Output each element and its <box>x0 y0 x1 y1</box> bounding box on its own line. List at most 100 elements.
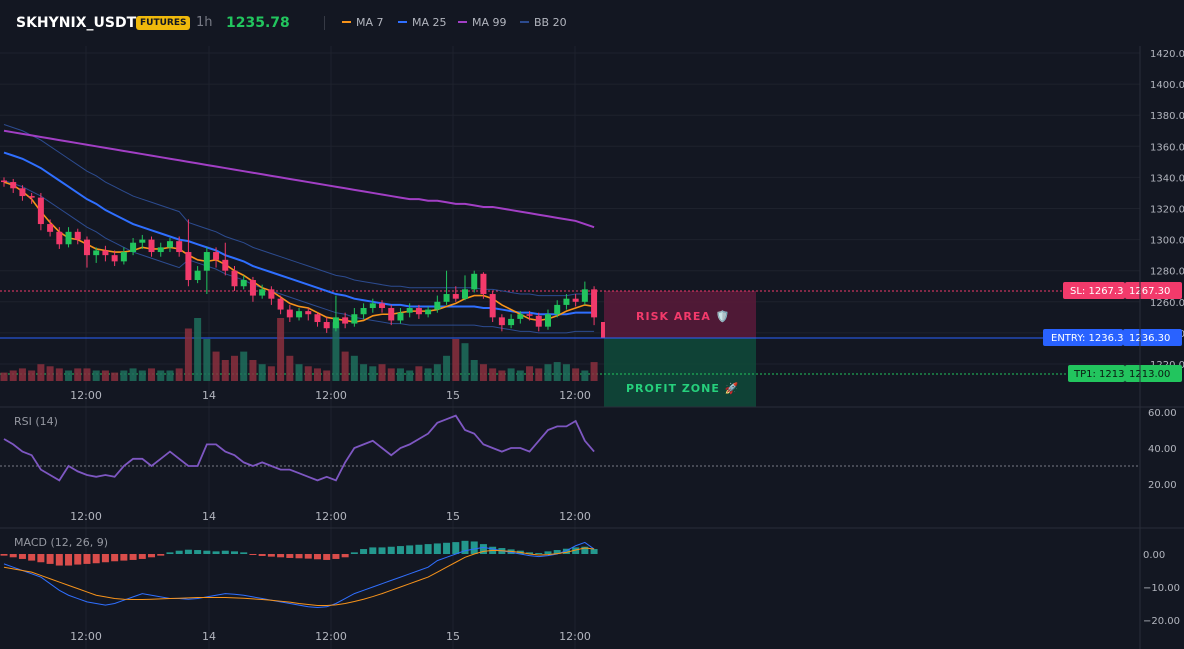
volume-bar <box>231 355 238 381</box>
macd-hist-bar <box>424 544 432 554</box>
macd-hist-bar <box>83 554 91 564</box>
volume-bar <box>37 364 45 381</box>
candle-body <box>277 298 284 310</box>
candle-body <box>526 314 533 316</box>
volume-bar <box>157 370 165 381</box>
candlesticks <box>1 177 598 333</box>
volume-bar <box>406 370 414 381</box>
volume-bar <box>433 364 441 381</box>
candle-body <box>56 231 63 245</box>
volume-bar <box>323 370 331 381</box>
legend-ma25[interactable]: MA 25 <box>398 14 447 32</box>
candle-body <box>434 301 441 310</box>
price-axis[interactable]: 1420.00 1400.00 1380.00 1360.00 1340.00 1320.… <box>1150 49 1184 371</box>
legend-ma7-label: MA 7 <box>356 16 384 29</box>
volume-bar <box>590 362 598 381</box>
macd-hist-bar <box>28 554 36 561</box>
candle-body <box>166 241 173 248</box>
macd-hist-bar <box>387 546 395 554</box>
time-tick-label: 15 <box>446 510 460 523</box>
volume-bar <box>479 364 487 381</box>
macd-hist-bar <box>396 546 404 554</box>
candle-body <box>332 317 339 329</box>
legend-bb20[interactable]: BB 20 <box>520 14 567 32</box>
macd-hist-bar <box>0 554 8 556</box>
candle-body <box>462 289 468 299</box>
macd-hist-bar <box>470 541 478 554</box>
ma25-line <box>3 151 595 316</box>
volume-bar <box>240 351 248 381</box>
profit-zone <box>604 338 756 407</box>
candle-body <box>10 182 17 189</box>
timeframe-selector[interactable]: 1h <box>196 15 213 30</box>
macd-hist-bar <box>360 549 368 554</box>
volume-bar <box>138 370 146 381</box>
time-tick-label: 12:00 <box>315 630 347 643</box>
volume-bar <box>535 368 543 381</box>
volume-bar <box>350 355 358 381</box>
macd-hist-bar <box>18 554 26 559</box>
risk-area-label: RISK AREA 🛡️ <box>636 310 730 323</box>
volume-bar <box>221 360 229 381</box>
candle-body <box>249 280 256 296</box>
candle-body <box>397 312 404 321</box>
tp-tag: TP1: 1213 <box>1073 369 1125 380</box>
candle-body <box>1 180 7 183</box>
candle-body <box>222 259 229 271</box>
ma7-swatch <box>342 21 351 23</box>
legend-ma99[interactable]: MA 99 <box>458 14 507 32</box>
price-tick-label: 1320.00 <box>1150 205 1184 216</box>
bollinger-bands <box>3 124 595 334</box>
macd-title: MACD (12, 26, 9) <box>14 536 108 549</box>
sl-tag: SL: 1267.3 <box>1070 286 1123 297</box>
price-tick-label: 1420.00 <box>1150 49 1184 60</box>
symbol-name[interactable]: SKHYNIX_USDT <box>16 15 137 31</box>
volume-bar <box>360 364 368 381</box>
candle-body <box>581 289 588 302</box>
time-tick-label: 12:00 <box>315 510 347 523</box>
entry-value: 1236.30 <box>1129 333 1170 344</box>
volume-bar <box>166 370 174 381</box>
candle-body <box>240 280 247 287</box>
time-tick-label: 14 <box>202 510 216 523</box>
time-tick-label: 14 <box>202 389 216 402</box>
macd-hist-bar <box>350 552 358 554</box>
time-tick-label: 12:00 <box>559 510 591 523</box>
candle-body <box>194 270 201 281</box>
candle-body <box>342 317 349 324</box>
candle-body <box>157 247 164 253</box>
volume-bar <box>277 318 285 381</box>
ma7-line <box>3 181 595 323</box>
macd-hist-bar <box>92 554 100 564</box>
volume-bar <box>212 351 220 381</box>
volume-bar <box>498 370 506 381</box>
rsi-tick-label: 40.00 <box>1148 444 1177 455</box>
macd-hist-bar <box>332 554 340 559</box>
candle-body <box>554 304 561 315</box>
candle-body <box>323 322 330 329</box>
volume-bar <box>148 368 156 381</box>
volume-bar <box>286 355 294 381</box>
candle-body <box>139 239 146 243</box>
volume-bar <box>194 318 202 381</box>
sl-value: 1267.30 <box>1129 286 1170 297</box>
legend-ma7[interactable]: MA 7 <box>342 14 384 32</box>
header-divider <box>324 16 325 30</box>
volume-bar <box>369 366 377 381</box>
volume-bar <box>0 372 8 381</box>
macd-hist-bar <box>581 546 589 554</box>
time-tick-label: 14 <box>202 630 216 643</box>
candle-body <box>203 252 210 271</box>
profit-zone-label: PROFIT ZONE 🚀 <box>626 382 739 395</box>
volume-bar <box>387 368 395 381</box>
macd-hist-bar <box>203 550 211 554</box>
price-tick-label: 1340.00 <box>1150 173 1184 184</box>
risk-area-zone <box>604 291 756 338</box>
macd-hist-bar <box>129 554 137 560</box>
candle-body <box>425 309 432 315</box>
volume-bar <box>562 364 570 381</box>
candle-body <box>388 308 395 321</box>
candle-body <box>471 273 478 290</box>
macd-hist-bar <box>313 554 321 560</box>
